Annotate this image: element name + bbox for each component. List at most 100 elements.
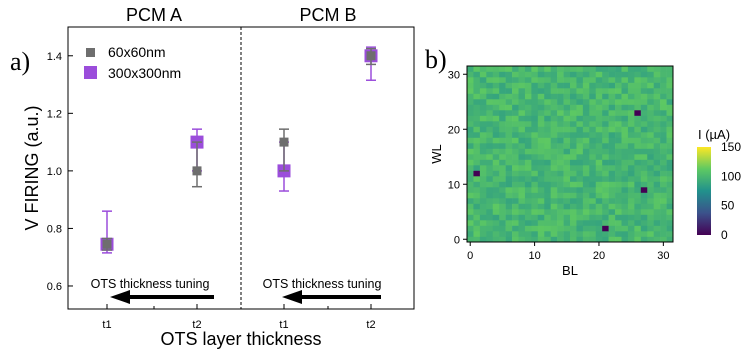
heatmap-cell xyxy=(499,236,506,243)
heatmap-cell xyxy=(666,176,674,182)
heatmap-cell xyxy=(512,170,519,177)
heatmap-cell xyxy=(589,176,597,182)
heatmap-cell xyxy=(473,99,481,105)
heatmap-cell xyxy=(634,82,642,89)
heatmap-cell xyxy=(582,214,590,221)
heatmap-cell xyxy=(602,214,609,221)
heatmap-cell xyxy=(647,198,654,204)
heatmap-cell xyxy=(627,115,635,122)
heatmap-cell xyxy=(537,165,545,171)
heatmap-cell xyxy=(608,132,616,138)
heatmap-cell xyxy=(582,165,590,171)
heatmap-cell xyxy=(647,209,654,215)
heatmap-cell xyxy=(582,126,590,133)
heatmap-cell xyxy=(621,165,629,171)
heatmap-cell xyxy=(608,209,616,215)
heatmap-cell xyxy=(467,115,474,122)
heatmap-cell xyxy=(615,187,622,193)
heatmap-cell xyxy=(531,176,539,182)
heatmap-cell xyxy=(505,99,513,105)
heatmap-cell xyxy=(666,181,674,188)
heatmap-y-tick-label: 30 xyxy=(448,69,460,81)
heatmap-cell xyxy=(557,170,564,177)
heatmap-cell xyxy=(640,181,648,188)
heatmap-cell xyxy=(570,99,577,105)
heatmap-cell xyxy=(486,209,494,215)
heatmap-cell xyxy=(473,220,481,226)
heatmap-cell xyxy=(550,77,558,83)
heatmap-cell xyxy=(486,225,494,232)
heatmap-cell xyxy=(524,115,532,122)
heatmap-cell xyxy=(666,93,674,100)
heatmap-cell xyxy=(544,214,551,221)
heatmap-cell xyxy=(570,88,577,94)
colorbar-tick-label: 150 xyxy=(721,140,741,154)
heatmap-cell xyxy=(505,143,513,149)
heatmap-cell xyxy=(660,121,667,127)
heatmap-cell xyxy=(621,121,629,127)
heatmap-cell xyxy=(563,154,571,160)
y-tick-label: 1.4 xyxy=(47,51,62,63)
heatmap-cell xyxy=(582,99,590,105)
heatmap-cell xyxy=(563,198,571,204)
heatmap-cell xyxy=(563,236,571,243)
heatmap-cell xyxy=(634,121,642,127)
heatmap-cell xyxy=(647,143,654,149)
heatmap-cell xyxy=(647,154,654,160)
heatmap-cell xyxy=(473,165,481,171)
heatmap-cell xyxy=(512,231,519,237)
heatmap-cell xyxy=(615,104,622,111)
heatmap-cell xyxy=(563,137,571,144)
heatmap-cell xyxy=(518,88,526,94)
heatmap-cell xyxy=(563,93,571,100)
heatmap-cell xyxy=(557,214,564,221)
heatmap-cell xyxy=(479,71,487,78)
heatmap-cell xyxy=(499,137,506,144)
heatmap-cell xyxy=(647,159,654,166)
heatmap-cell xyxy=(615,126,622,133)
heatmap-cell xyxy=(576,137,584,144)
heatmap-cell xyxy=(621,236,629,243)
heatmap-cell xyxy=(595,126,603,133)
heatmap-cell xyxy=(647,231,654,237)
heatmap-cell xyxy=(563,115,571,122)
heatmap-cell xyxy=(634,165,642,171)
heatmap-cell xyxy=(653,170,661,177)
heatmap-cell xyxy=(634,66,642,72)
heatmap-cell xyxy=(570,170,577,177)
heatmap-cell xyxy=(640,104,648,111)
heatmap-cell xyxy=(473,137,481,144)
heatmap-cell xyxy=(582,104,590,111)
heatmap-cell xyxy=(531,209,539,215)
heatmap-cell xyxy=(473,170,481,177)
heatmap-cell xyxy=(570,143,577,149)
heatmap-cell xyxy=(531,82,539,89)
heatmap-cell xyxy=(524,170,532,177)
heatmap-cell xyxy=(467,104,474,111)
heatmap-cell xyxy=(467,66,474,72)
heatmap-cell xyxy=(640,121,648,127)
heatmap-cell xyxy=(550,126,558,133)
heatmap-cell xyxy=(621,198,629,204)
heatmap-cell xyxy=(595,214,603,221)
heatmap-cell xyxy=(627,121,635,127)
point-60x60nm-pcm-b-t2 xyxy=(366,47,376,66)
heatmap-cell xyxy=(608,214,616,221)
heatmap-cell xyxy=(608,159,616,166)
heatmap-cell xyxy=(563,225,571,232)
heatmap-cell xyxy=(602,176,609,182)
heatmap-cell xyxy=(576,104,584,111)
heatmap-cell xyxy=(479,198,487,204)
heatmap-cell xyxy=(621,176,629,182)
heatmap-cell xyxy=(537,209,545,215)
heatmap-cell xyxy=(544,77,551,83)
heatmap-cell xyxy=(544,88,551,94)
heatmap-cell xyxy=(595,231,603,237)
heatmap-cell xyxy=(486,82,494,89)
heatmap-cell xyxy=(492,154,500,160)
heatmap-cell xyxy=(499,225,506,232)
heatmap-cell xyxy=(518,214,526,221)
y-tick-label: 0.8 xyxy=(47,223,62,235)
heatmap-cell xyxy=(582,231,590,237)
